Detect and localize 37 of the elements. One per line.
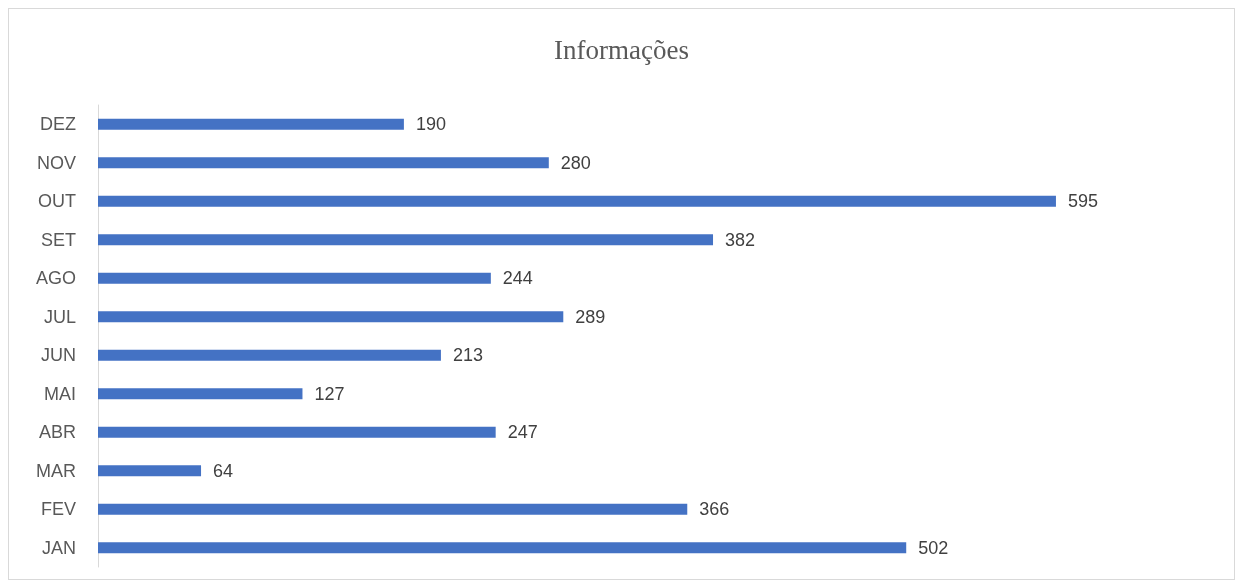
data-label: 190 [415,114,446,135]
y-tick-label: MAR [36,460,76,481]
data-label: 64 [213,460,234,481]
y-tick-label: JUN [41,345,76,366]
y-tick-label: AGO [35,268,76,289]
y-tick-label: ABR [38,422,76,443]
y-tick-label: SET [40,229,76,250]
bar [98,195,1056,207]
data-label: 382 [725,229,756,250]
y-tick-label: FEV [40,499,76,520]
data-label: 366 [699,499,730,520]
bar [98,234,714,246]
data-label: 280 [560,152,591,173]
y-tick-label: DEZ [40,114,76,135]
y-tick-label: JAN [41,537,76,558]
data-label: 127 [314,383,345,404]
y-tick-label: NOV [36,152,76,173]
data-label: 213 [452,345,483,366]
bar [98,272,491,284]
bar [98,157,549,169]
bar [98,311,564,323]
y-tick-label: OUT [38,191,76,212]
data-label: 595 [1067,191,1098,212]
data-label: 244 [502,268,533,289]
bar [98,118,404,130]
bar [98,349,441,361]
bar [98,542,907,554]
bar [98,465,202,477]
y-tick-label: MAI [43,383,76,404]
bar [98,388,303,400]
bar [98,503,688,515]
y-tick-label: JUL [43,306,76,327]
bar [98,426,496,438]
chart-title: Informações [554,34,689,65]
data-label: 502 [918,537,949,558]
data-label: 247 [507,422,538,443]
data-label: 289 [575,306,606,327]
